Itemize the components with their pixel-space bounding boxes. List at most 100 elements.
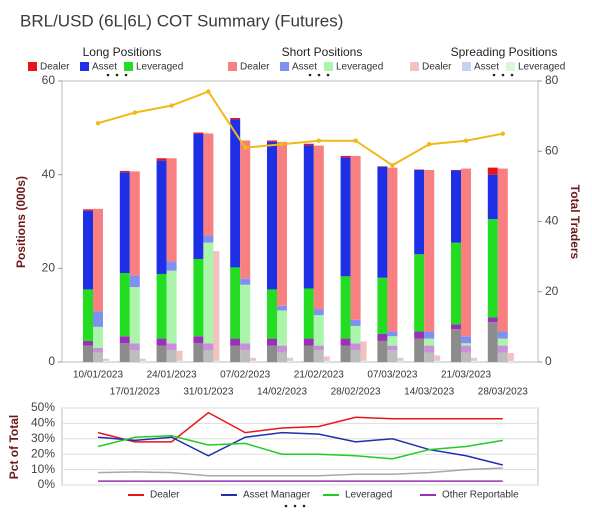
bar-segment	[313, 145, 324, 310]
bar-segment	[83, 340, 93, 346]
bar-segment	[267, 289, 277, 339]
bar-segment	[471, 361, 477, 362]
bar-segment	[277, 352, 287, 362]
bar-segment	[313, 345, 324, 351]
bar-segment	[303, 288, 314, 339]
bar-segment	[414, 254, 425, 332]
bar-segment	[350, 325, 361, 344]
bar-segment	[323, 361, 330, 362]
bar-segment	[176, 360, 183, 362]
bar-segment	[230, 267, 241, 339]
legend-label: Asset	[292, 62, 317, 73]
y-tick-label: 40	[42, 167, 56, 181]
bar-segment	[507, 353, 514, 361]
bar-segment	[103, 361, 109, 362]
bar-segment	[203, 133, 214, 236]
legend-swatch	[124, 62, 133, 71]
bar-segment	[119, 170, 130, 173]
bar-segment	[360, 341, 367, 361]
y2-axis-label: Total Traders	[568, 185, 582, 260]
bar-segment	[360, 360, 367, 362]
legend-label: Asset Manager	[243, 490, 311, 501]
bar-segment	[240, 140, 251, 279]
traders-point	[95, 120, 101, 126]
bar-segment	[139, 361, 146, 362]
x-tick-label: 10/01/2023	[73, 370, 123, 381]
bar-segment	[119, 343, 130, 362]
legend-heading: Long Positions	[83, 45, 162, 59]
bar-segment	[303, 345, 314, 362]
bar-segment	[461, 345, 471, 353]
bar-segment	[471, 357, 477, 361]
legend-swatch	[228, 62, 237, 71]
bar-segment	[203, 242, 214, 344]
bar-segment	[267, 338, 277, 346]
legend-swatch	[80, 62, 89, 71]
x-tick-label: 24/01/2023	[147, 370, 197, 381]
legend-label: Leveraged	[345, 490, 392, 501]
bar-segment	[230, 338, 241, 346]
legend-label: Asset	[474, 62, 499, 73]
bar-segment	[193, 132, 204, 134]
bar-segment	[230, 345, 241, 362]
x-tick-label: 31/01/2023	[183, 387, 233, 398]
legend-swatch	[410, 62, 419, 71]
bar-segment	[397, 361, 404, 362]
bar-segment	[203, 343, 214, 351]
legend-label: Other Reportable	[442, 490, 519, 501]
bar-segment	[397, 360, 404, 362]
legend-label: Dealer	[422, 62, 452, 73]
bar-segment	[497, 168, 508, 332]
bar-segment	[497, 331, 508, 339]
bar-segment	[340, 345, 351, 362]
bar-segment	[424, 352, 435, 362]
bar-segment	[230, 117, 241, 120]
bar-segment	[129, 287, 140, 344]
bar-segment	[303, 338, 314, 346]
bar-segment	[287, 360, 293, 362]
traders-point	[169, 103, 174, 108]
bar-segment	[250, 360, 257, 362]
bar-segment	[414, 338, 425, 362]
bar-segment	[350, 319, 361, 326]
bar-segment	[323, 356, 330, 361]
bar-segment	[287, 361, 293, 362]
bar-segment	[451, 324, 461, 330]
bar-segment	[193, 258, 204, 337]
x-tick-label: 21/03/2023	[441, 370, 491, 381]
bar-segment	[103, 358, 109, 361]
traders-point	[316, 138, 321, 143]
bar-segment	[451, 329, 461, 362]
bar-segment	[350, 350, 361, 362]
bar-segment	[303, 145, 314, 289]
bar-segment	[424, 331, 435, 339]
bar-segment	[340, 155, 351, 158]
y-tick-label: 60	[42, 73, 56, 87]
bar-segment	[451, 170, 461, 243]
legend-label: Dealer	[40, 62, 70, 73]
bar-segment	[240, 278, 251, 285]
bar-segment	[424, 169, 435, 332]
bar-segment	[303, 143, 314, 146]
bar-segment	[166, 343, 177, 351]
bar-segment	[434, 355, 441, 361]
bar-segment	[487, 174, 498, 220]
bar-segment	[360, 361, 367, 362]
series-line	[97, 431, 503, 466]
bar-segment	[267, 140, 277, 142]
x-tick-label: 28/03/2023	[478, 387, 528, 398]
y-axis-label: Pct of Total	[7, 415, 21, 479]
bar-segment	[277, 345, 287, 353]
bar-segment	[83, 289, 93, 341]
bar-segment	[451, 242, 461, 325]
y2-tick-label: 20	[545, 284, 559, 298]
bar-segment	[313, 315, 324, 346]
bar-segment	[387, 345, 398, 351]
bar-segment	[340, 157, 351, 277]
bar-segment	[166, 158, 177, 262]
bar-segment	[461, 352, 471, 362]
bar-segment	[471, 360, 477, 362]
bar-segment	[323, 360, 330, 362]
y-tick-label: 20%	[31, 446, 55, 460]
traders-point	[390, 163, 395, 168]
